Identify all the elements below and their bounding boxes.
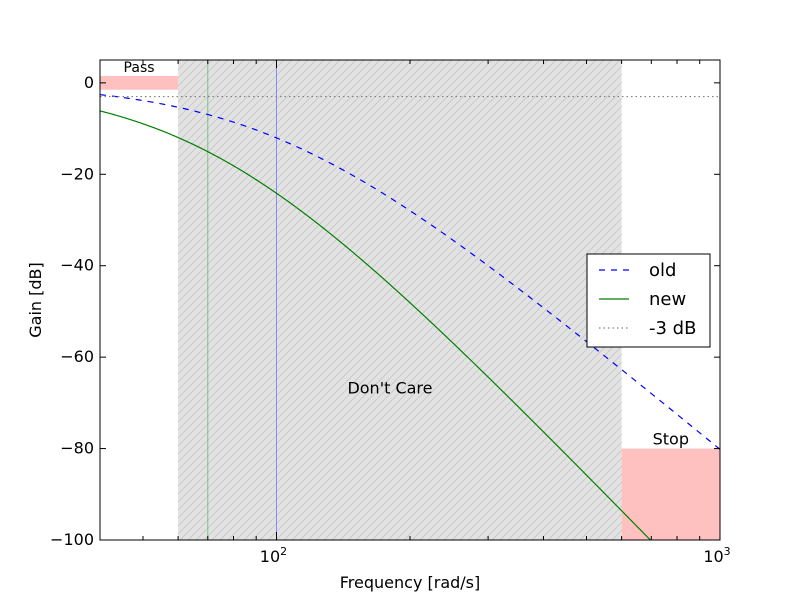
- stop-label: Stop: [653, 430, 689, 449]
- legend-3-db-label: -3 dB: [649, 318, 696, 339]
- pass-region: [100, 76, 179, 90]
- legend-box: [586, 253, 711, 348]
- legend-new-label: new: [649, 289, 686, 310]
- pass-label: Pass: [124, 60, 155, 76]
- dont-care-label: Don't Care: [347, 379, 432, 398]
- dont-care-hatch: [178, 60, 622, 540]
- y-tick-label: −80: [60, 439, 94, 458]
- x-axis-label: Frequency [rad/s]: [340, 573, 481, 592]
- y-axis-label: Gain [dB]: [26, 262, 45, 338]
- x-tick-label: 102: [260, 545, 287, 566]
- series-old-line: [100, 94, 720, 450]
- y-tick-label: −40: [60, 256, 94, 275]
- legend-old-label: old: [649, 260, 676, 281]
- x-tick-label: 103: [703, 545, 730, 566]
- y-tick-label: −100: [50, 530, 94, 549]
- y-tick-label: 0: [84, 73, 94, 92]
- y-tick-label: −20: [60, 164, 94, 183]
- series-new-line: [100, 110, 652, 540]
- stop-region: [621, 448, 720, 540]
- y-tick-label: −60: [60, 347, 94, 366]
